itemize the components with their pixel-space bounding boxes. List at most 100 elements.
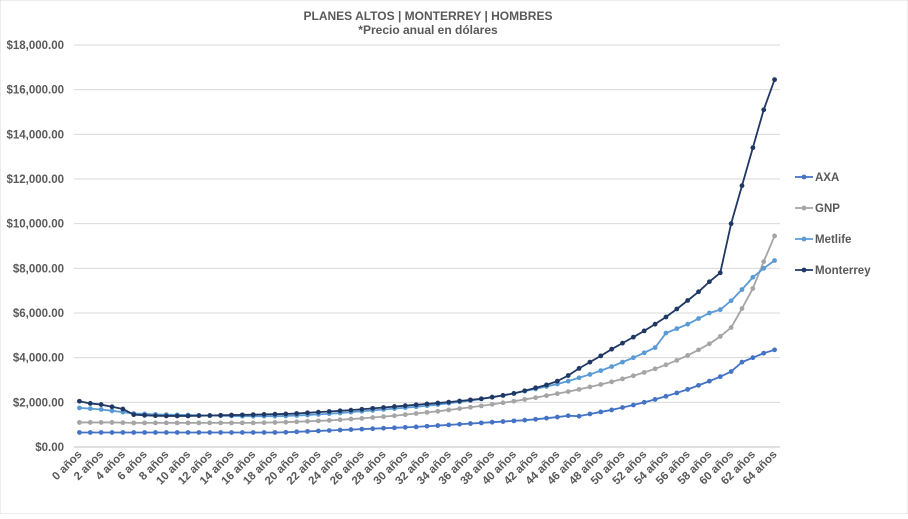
data-point-gnp bbox=[685, 353, 691, 358]
data-point-axa bbox=[142, 430, 148, 435]
data-point-axa bbox=[576, 413, 582, 419]
data-point-monterrey bbox=[717, 270, 723, 276]
data-point-axa bbox=[630, 402, 636, 408]
legend-item-axa: AXA bbox=[795, 172, 839, 184]
data-point-monterrey bbox=[283, 411, 289, 417]
data-point-axa bbox=[457, 421, 462, 427]
data-point-monterrey bbox=[392, 404, 397, 409]
data-point-gnp bbox=[185, 420, 191, 426]
data-point-monterrey bbox=[77, 398, 82, 404]
data-point-axa bbox=[500, 419, 506, 424]
data-point-monterrey bbox=[413, 402, 419, 408]
data-point-gnp bbox=[739, 306, 745, 311]
data-point-axa bbox=[283, 429, 289, 435]
data-point-monterrey bbox=[500, 393, 506, 398]
legend-label-gnp: GNP bbox=[815, 203, 840, 215]
data-point-monterrey bbox=[381, 405, 386, 410]
data-point-monterrey bbox=[544, 382, 549, 388]
gridlines bbox=[74, 44, 780, 448]
data-point-gnp bbox=[348, 416, 354, 422]
data-point-monterrey bbox=[522, 388, 528, 394]
data-point-axa bbox=[153, 430, 158, 435]
data-point-gnp bbox=[87, 420, 93, 425]
data-point-monterrey bbox=[87, 401, 93, 406]
data-point-monterrey bbox=[131, 412, 137, 418]
data-point-axa bbox=[359, 426, 365, 432]
data-point-monterrey bbox=[674, 306, 680, 312]
data-point-monterrey bbox=[402, 403, 408, 409]
data-point-axa bbox=[739, 359, 745, 365]
data-point-monterrey bbox=[348, 407, 354, 413]
data-point-axa bbox=[468, 421, 473, 426]
data-point-gnp bbox=[435, 408, 441, 414]
data-point-metlife bbox=[696, 316, 701, 321]
data-point-metlife bbox=[685, 321, 691, 327]
data-point-axa bbox=[609, 407, 615, 413]
data-point-axa bbox=[392, 425, 397, 431]
data-point-gnp bbox=[239, 420, 245, 426]
data-point-metlife bbox=[717, 307, 723, 313]
data-point-monterrey bbox=[98, 402, 104, 407]
data-point-monterrey bbox=[620, 340, 625, 346]
data-point-axa bbox=[77, 430, 82, 435]
data-point-monterrey bbox=[478, 396, 484, 402]
data-point-axa bbox=[207, 430, 213, 435]
data-point-axa bbox=[174, 430, 180, 435]
data-point-monterrey bbox=[359, 406, 365, 412]
y-tick-label: $8,000.00 bbox=[13, 263, 64, 275]
data-point-monterrey bbox=[153, 413, 158, 419]
data-point-gnp bbox=[326, 418, 332, 423]
data-point-gnp bbox=[283, 419, 289, 425]
legend-marker-gnp bbox=[801, 205, 807, 211]
data-point-monterrey bbox=[663, 314, 669, 320]
data-point-metlife bbox=[641, 350, 647, 356]
data-point-axa bbox=[565, 413, 571, 419]
data-point-gnp bbox=[120, 420, 126, 426]
data-point-axa bbox=[272, 430, 278, 435]
data-point-gnp bbox=[533, 395, 539, 401]
data-point-axa bbox=[435, 423, 441, 428]
y-tick-label: $6,000.00 bbox=[13, 308, 64, 320]
data-point-monterrey bbox=[641, 328, 647, 334]
data-point-axa bbox=[315, 428, 321, 434]
y-tick-label: $14,000.00 bbox=[6, 129, 64, 141]
data-point-gnp bbox=[261, 420, 267, 426]
data-point-axa bbox=[598, 409, 604, 415]
data-point-axa bbox=[98, 430, 104, 435]
legend-marker-axa bbox=[801, 174, 807, 180]
data-point-axa bbox=[717, 374, 723, 380]
data-point-axa bbox=[685, 386, 691, 392]
data-point-metlife bbox=[598, 368, 604, 374]
data-point-axa bbox=[294, 429, 300, 435]
data-point-axa bbox=[587, 411, 593, 417]
data-point-metlife bbox=[87, 406, 93, 411]
data-point-monterrey bbox=[185, 413, 191, 419]
legend: AXA GNP Metlife Monterrey bbox=[795, 172, 871, 277]
data-point-axa bbox=[163, 430, 169, 435]
data-point-metlife bbox=[728, 298, 734, 304]
series-lines bbox=[77, 77, 777, 435]
data-point-gnp bbox=[229, 420, 234, 426]
data-point-axa bbox=[424, 423, 430, 429]
data-point-metlife bbox=[739, 287, 745, 292]
data-point-gnp bbox=[641, 370, 647, 375]
data-point-axa bbox=[185, 430, 191, 435]
data-point-gnp bbox=[337, 417, 343, 423]
legend-label-metlife: Metlife bbox=[815, 234, 851, 246]
data-point-gnp bbox=[696, 347, 701, 353]
series-axa bbox=[77, 347, 777, 435]
y-tick-label: $18,000.00 bbox=[6, 40, 64, 52]
data-point-metlife bbox=[587, 372, 593, 377]
data-point-monterrey bbox=[576, 365, 582, 371]
data-point-monterrey bbox=[652, 321, 658, 327]
data-point-gnp bbox=[598, 382, 604, 387]
data-point-monterrey bbox=[174, 413, 180, 419]
data-point-axa bbox=[120, 430, 126, 435]
legend-marker-monterrey bbox=[801, 267, 807, 273]
data-point-monterrey bbox=[163, 413, 169, 419]
data-point-gnp bbox=[652, 366, 658, 372]
y-tick-label: $16,000.00 bbox=[6, 85, 64, 97]
data-point-metlife bbox=[663, 330, 669, 336]
data-point-metlife bbox=[609, 364, 615, 369]
data-point-gnp bbox=[294, 419, 300, 425]
